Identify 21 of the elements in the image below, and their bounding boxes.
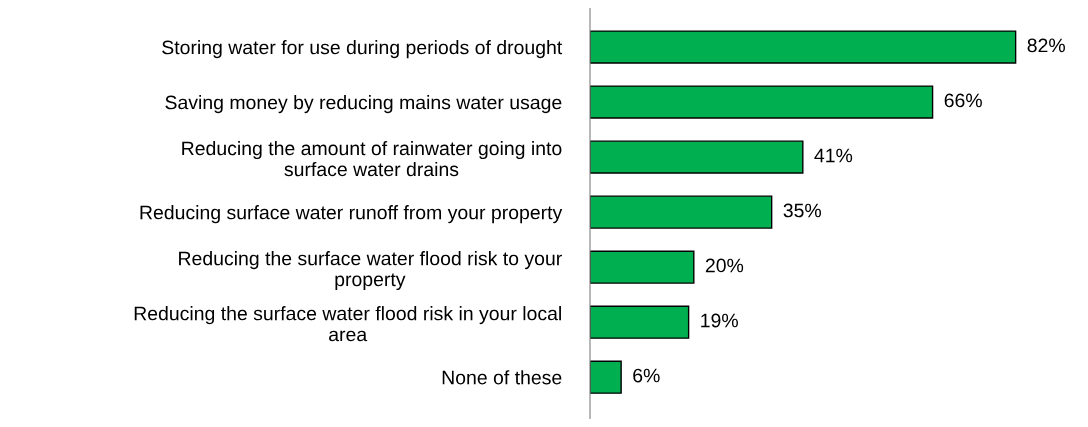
y-tick-label: Saving money by reducing mains water usage	[165, 95, 562, 114]
data-label: 66%	[944, 93, 982, 108]
bar	[590, 195, 773, 229]
bar	[590, 250, 695, 284]
bar	[590, 30, 1017, 64]
bar	[590, 305, 690, 339]
y-tick-label: Reducing the surface water flood risk in your local area	[134, 306, 561, 342]
data-label: 82%	[1027, 38, 1065, 53]
data-label: 41%	[814, 148, 853, 163]
data-label: 35%	[783, 203, 822, 218]
data-label: 19%	[701, 313, 738, 328]
bar	[590, 85, 934, 119]
data-label: 20%	[705, 258, 744, 273]
data-label: 6%	[633, 368, 660, 383]
y-tick-label: None of these	[442, 370, 562, 385]
bar	[590, 140, 804, 174]
y-tick-label: Reducing the amount of rainwater going into surface water drains	[182, 140, 562, 177]
y-tick-label: Reducing the surface water flood risk to your property	[179, 251, 562, 291]
y-tick-label: Storing water for use during periods of drought	[162, 40, 563, 59]
y-tick-label: Reducing surface water runoff from your property	[140, 205, 563, 224]
bar	[590, 360, 622, 394]
